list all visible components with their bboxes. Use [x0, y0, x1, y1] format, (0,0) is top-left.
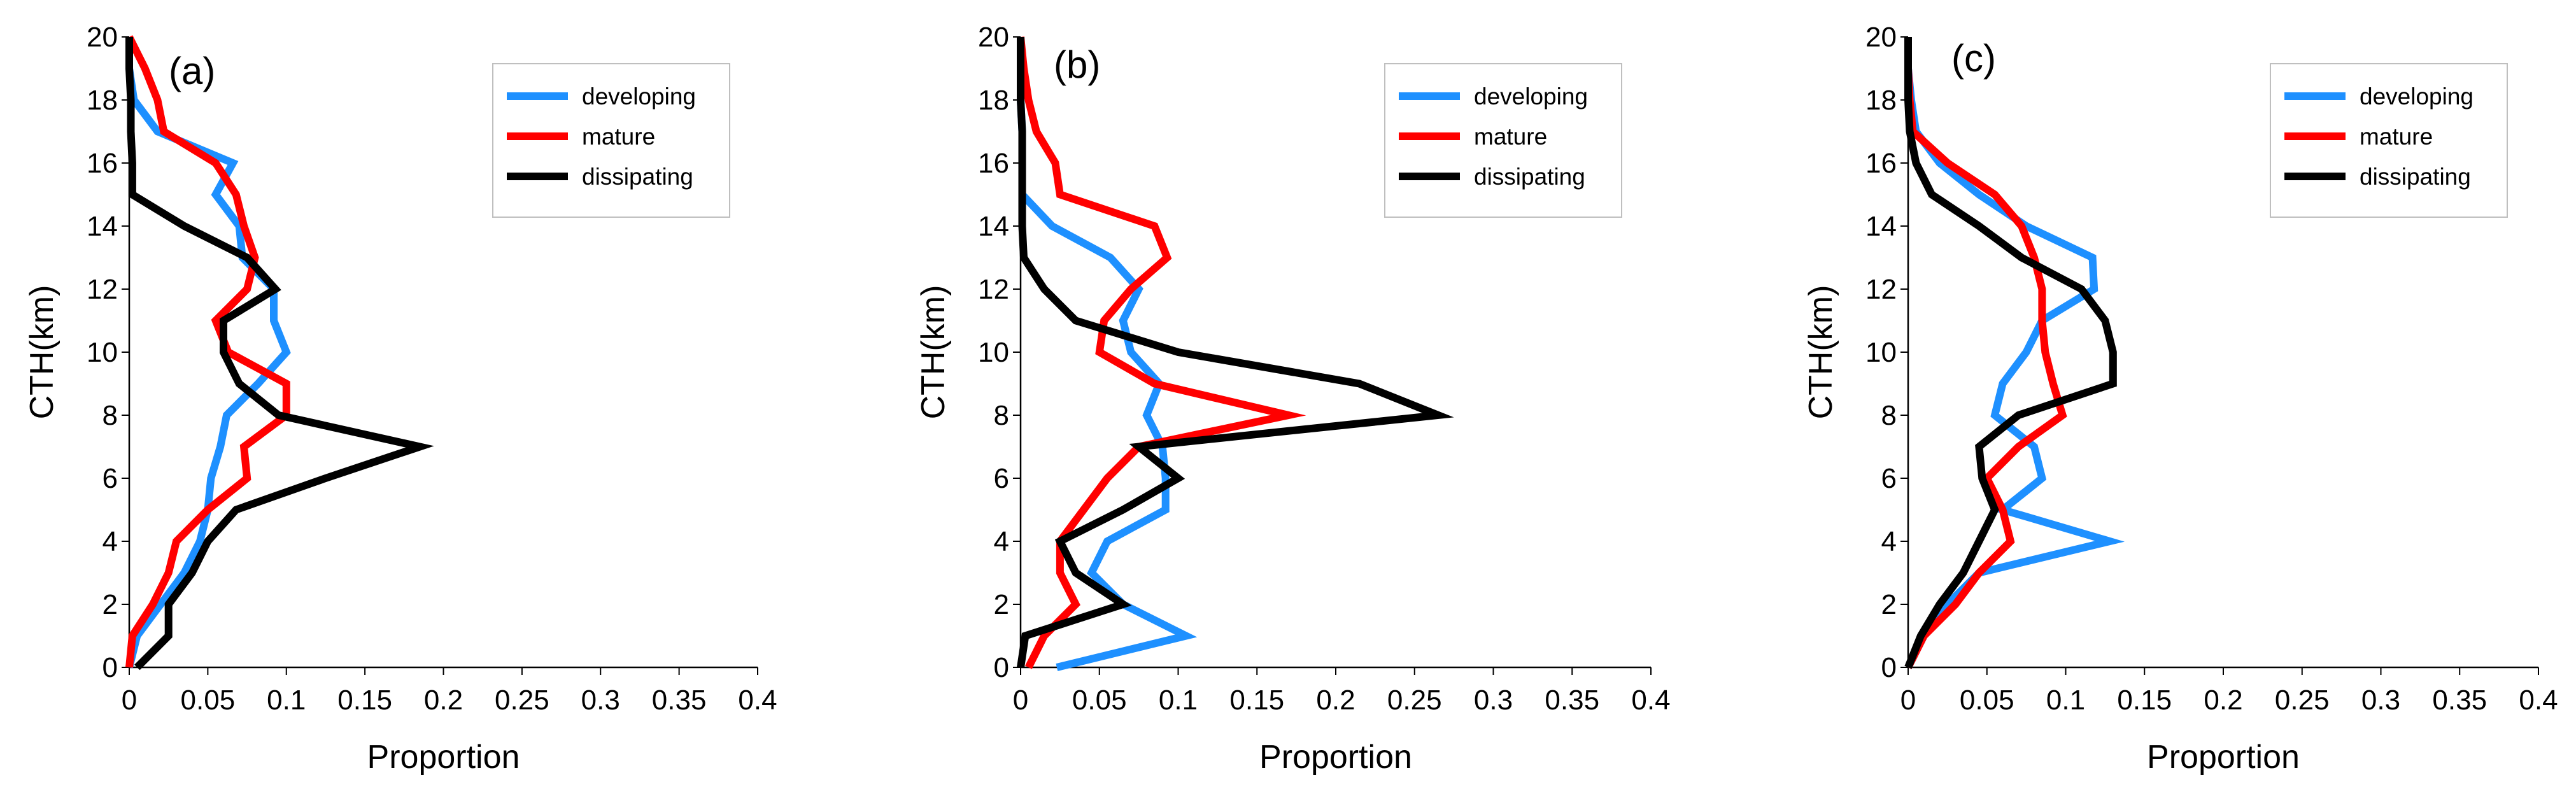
x-axis-title: Proportion — [367, 739, 520, 776]
y-tick-label: 10 — [87, 337, 118, 368]
legend-box — [2270, 63, 2508, 218]
x-tick-label: 0.25 — [495, 685, 549, 716]
y-tick-label: 4 — [103, 526, 118, 557]
y-tick-label: 6 — [1881, 463, 1897, 494]
x-tick-label: 0.1 — [1159, 685, 1198, 716]
x-tick-label: 0.35 — [652, 685, 707, 716]
x-tick-label: 0.15 — [2117, 685, 2172, 716]
legend-label-developing: developing — [2360, 83, 2473, 110]
y-tick-label: 2 — [1881, 589, 1897, 620]
y-tick-label: 4 — [1881, 526, 1897, 557]
y-tick-label: 8 — [1881, 400, 1897, 431]
legend-box — [1384, 63, 1622, 218]
x-tick-label: 0.4 — [1631, 685, 1670, 716]
legend-label-mature: mature — [582, 124, 655, 150]
x-tick-label: 0.4 — [738, 685, 777, 716]
series-line-mature — [1017, 36, 1306, 669]
series-line-dissipating — [125, 37, 434, 671]
x-tick-label: 0.25 — [1387, 685, 1442, 716]
x-tick-label: 0.4 — [2519, 685, 2558, 716]
x-tick-label: 0.3 — [1474, 685, 1513, 716]
chart-panel-2: 0 0.05 0.1 0.15 0.2 0.25 0.3 0.35 0.4 0 2 4 6 8 10 12 14… — [915, 22, 1671, 776]
legend-label-mature: mature — [1474, 124, 1547, 150]
y-tick-label: 20 — [1865, 22, 1897, 53]
y-axis-title: CTH(km) — [24, 285, 60, 420]
y-tick-label: 14 — [87, 211, 118, 242]
y-tick-label: 8 — [103, 400, 118, 431]
series-line-dissipating — [1904, 37, 2117, 669]
y-tick-label: 10 — [1865, 337, 1897, 368]
x-tick-label: 0.05 — [1072, 685, 1127, 716]
y-tick-label: 12 — [978, 274, 1009, 305]
x-tick-label: 0 — [122, 685, 137, 716]
x-tick-label: 0.3 — [581, 685, 620, 716]
y-tick-label: 16 — [978, 148, 1009, 179]
y-tick-label: 12 — [87, 274, 118, 305]
y-tick-label: 6 — [103, 463, 118, 494]
x-tick-label: 0.35 — [1545, 685, 1599, 716]
y-axis-title: CTH(km) — [1802, 285, 1839, 420]
x-tick-label: 0.2 — [424, 685, 463, 716]
panel-label: (a) — [169, 50, 215, 92]
y-tick-label: 10 — [978, 337, 1009, 368]
y-tick-label: 18 — [1865, 85, 1897, 116]
chart-panel-3: 0 0.05 0.1 0.15 0.2 0.25 0.3 0.35 0.4 0 2 4 6 8 10 12 14… — [1802, 22, 2558, 776]
legend: developing mature dissipating — [492, 63, 730, 218]
x-tick-label: 0.1 — [2046, 685, 2085, 716]
x-tick-label: 0.1 — [267, 685, 306, 716]
chart-panel-1: 0 0.05 0.1 0.15 0.2 0.25 0.3 0.35 0.4 0 2 4 6 8 10 12 14… — [24, 22, 777, 776]
y-tick-label: 12 — [1865, 274, 1897, 305]
y-tick-label: 16 — [1865, 148, 1897, 179]
legend-label-developing: developing — [582, 83, 696, 110]
y-tick-label: 4 — [994, 526, 1009, 557]
y-tick-label: 2 — [994, 589, 1009, 620]
legend-label-developing: developing — [1474, 83, 1588, 110]
y-tick-label: 20 — [87, 22, 118, 53]
y-tick-label: 6 — [994, 463, 1009, 494]
x-tick-label: 0.25 — [2275, 685, 2330, 716]
y-tick-label: 8 — [994, 400, 1009, 431]
legend-box — [492, 63, 730, 218]
legend: developing mature dissipating — [2270, 63, 2508, 218]
series-line-mature — [1904, 37, 2067, 669]
x-tick-label: 0.15 — [337, 685, 392, 716]
x-tick-label: 0.05 — [181, 685, 236, 716]
x-axis-title: Proportion — [1259, 739, 1412, 776]
y-tick-label: 14 — [978, 211, 1009, 242]
y-tick-label: 18 — [978, 85, 1009, 116]
y-tick-label: 14 — [1865, 211, 1897, 242]
legend-label-dissipating: dissipating — [1474, 164, 1585, 190]
y-tick-label: 2 — [103, 589, 118, 620]
x-tick-label: 0.35 — [2432, 685, 2487, 716]
panel-label: (b) — [1054, 43, 1100, 86]
legend-label-dissipating: dissipating — [2360, 164, 2471, 190]
y-axis-title: CTH(km) — [915, 285, 952, 420]
y-tick-label: 0 — [1881, 652, 1897, 683]
y-tick-label: 18 — [87, 85, 118, 116]
legend-label-mature: mature — [2360, 124, 2433, 150]
y-tick-label: 20 — [978, 22, 1009, 53]
series-line-developing — [1904, 37, 2125, 669]
x-tick-label: 0.2 — [2204, 685, 2242, 716]
x-tick-label: 0 — [1900, 685, 1916, 716]
x-tick-label: 0.05 — [1960, 685, 2014, 716]
x-tick-label: 0.3 — [2361, 685, 2400, 716]
series-line-dissipating — [1017, 37, 1454, 668]
x-axis-title: Proportion — [2147, 739, 2300, 776]
y-tick-label: 0 — [103, 652, 118, 683]
panel-label: (c) — [1951, 37, 1996, 80]
series-line-mature — [125, 35, 290, 668]
x-tick-label: 0.15 — [1229, 685, 1284, 716]
legend-label-dissipating: dissipating — [582, 164, 693, 190]
x-tick-label: 0 — [1013, 685, 1028, 716]
x-tick-label: 0.2 — [1316, 685, 1355, 716]
series-line-developing — [125, 37, 291, 669]
y-tick-label: 16 — [87, 148, 118, 179]
y-tick-label: 0 — [994, 652, 1009, 683]
legend: developing mature dissipating — [1384, 63, 1622, 218]
